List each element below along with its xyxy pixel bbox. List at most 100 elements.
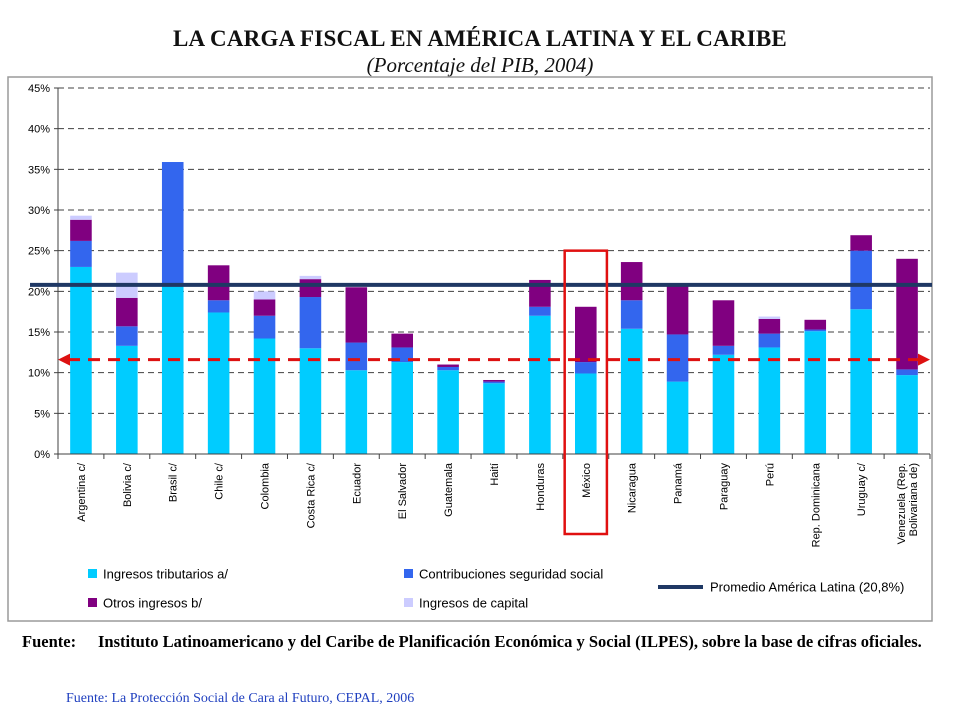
bar-segment <box>70 219 92 241</box>
y-tick-label: 40% <box>28 124 50 136</box>
x-tick-label: Rep. Dominicana <box>810 462 822 547</box>
legend-swatch <box>404 569 413 578</box>
bar-segment <box>712 354 735 454</box>
legend-label: Contribuciones seguridad social <box>419 567 603 582</box>
bar-segment <box>529 315 551 454</box>
bar-segment <box>666 283 689 335</box>
y-tick-label: 15% <box>28 327 50 339</box>
bar-segment <box>804 331 827 454</box>
x-tick-label: Brasil c/ <box>168 462 180 502</box>
x-tick-label: Haití <box>489 463 501 486</box>
chart-subtitle: (Porcentaje del PIB, 2004) <box>366 53 594 77</box>
y-tick-label: 30% <box>28 205 50 217</box>
x-tick-label-line: Venezuela (Rep. <box>896 463 908 544</box>
bar-segment <box>896 375 918 454</box>
bar-segment <box>253 338 276 454</box>
bar-segment <box>116 326 138 346</box>
x-tick-label-line: Honduras <box>535 463 547 511</box>
x-tick-label: Honduras <box>535 463 547 511</box>
x-tick-label-line: Bolivia c/ <box>122 462 134 507</box>
bar-segment <box>207 300 230 313</box>
bar-segment <box>575 373 597 454</box>
bar-segment <box>758 333 781 348</box>
x-tick-label-line: Ecuador <box>351 463 363 504</box>
bar-segment <box>207 265 230 301</box>
legend-label: Otros ingresos b/ <box>103 596 202 611</box>
x-tick-label: Perú <box>764 463 776 486</box>
bar-segment <box>804 319 827 330</box>
bar-segment <box>666 381 689 454</box>
x-tick-label-line: Costa Rica c/ <box>305 462 317 528</box>
bar-segment <box>804 329 827 332</box>
bar-segment <box>161 283 184 454</box>
bar-segment <box>345 370 368 454</box>
x-tick-label-line: Guatemala <box>443 462 455 517</box>
y-tick-label: 20% <box>28 286 50 298</box>
bar-segment <box>437 370 459 454</box>
y-tick-label: 5% <box>34 408 50 420</box>
bar-segment <box>299 279 322 298</box>
y-tick-label: 35% <box>28 164 50 176</box>
x-tick-label-line: Paraguay <box>718 463 730 511</box>
x-tick-label-line: Uruguay c/ <box>856 462 868 516</box>
x-tick-label-line: Perú <box>764 463 776 486</box>
x-tick-label: Panamá <box>673 462 685 504</box>
bar-segment <box>483 379 505 382</box>
bar-segment <box>207 312 230 454</box>
stacked-bar-chart: 0% 5% 10% 15% 20% 25% 30% 35% 40% 45% Argentina c/… <box>7 76 933 622</box>
left-arrowhead <box>58 353 70 366</box>
bar-segment <box>70 240 92 267</box>
legend-swatch <box>404 598 413 607</box>
y-tick-label: 45% <box>28 83 50 95</box>
bar-segment <box>345 342 368 371</box>
x-tick-label: México <box>581 463 593 498</box>
x-tick-label: Chile c/ <box>214 462 226 500</box>
bar-segment <box>620 300 643 329</box>
bar-segment <box>758 318 781 334</box>
y-tick-label: 0% <box>34 449 50 461</box>
x-tick-label: Venezuela (Rep. Bolivariana de) <box>896 463 920 544</box>
bar-segment <box>437 364 459 367</box>
x-tick-label: El Salvador <box>397 463 409 520</box>
bar-segment <box>712 300 735 346</box>
x-tick-label-line: Bolivariana de) <box>908 463 920 536</box>
bar-segment <box>253 315 276 339</box>
bar-segment <box>850 250 872 310</box>
legend-swatch <box>88 598 97 607</box>
x-tick-label-line: Chile c/ <box>214 462 226 500</box>
bar-segment <box>575 306 597 363</box>
x-tick-label-line: Panamá <box>673 462 685 504</box>
bar-segment <box>620 262 643 301</box>
bar-segment <box>70 266 92 454</box>
bar-segment <box>896 258 918 370</box>
x-tick-label: Bolivia c/ <box>122 462 134 507</box>
x-tick-label-line: Haití <box>489 463 501 486</box>
x-tick-label-line: El Salvador <box>397 463 409 520</box>
y-tick-label: 25% <box>28 246 50 258</box>
bar-segment <box>850 235 872 251</box>
bar-segment <box>575 362 597 374</box>
bar-segment <box>253 299 276 316</box>
bar-segment <box>483 381 505 384</box>
x-tick-label-line: México <box>581 463 593 498</box>
x-tick-label-line: Brasil c/ <box>168 462 180 502</box>
bar-segment <box>299 297 322 349</box>
x-tick-label: Costa Rica c/ <box>305 462 317 528</box>
bar-segment <box>253 291 276 300</box>
x-tick-label: Ecuador <box>351 463 363 504</box>
x-tick-label-line: Argentina c/ <box>76 462 88 522</box>
bar-segment <box>299 275 322 280</box>
x-tick-label: Argentina c/ <box>76 462 88 522</box>
bar-segment <box>299 348 322 454</box>
x-tick-label: Nicaragua <box>627 462 639 513</box>
x-tick-label: Paraguay <box>718 463 730 511</box>
source-label: Fuente: <box>22 632 77 651</box>
bar-segment <box>437 366 459 371</box>
bar-segment <box>116 345 138 454</box>
bar-segment <box>116 297 138 327</box>
footnote: Fuente: La Protección Social de Cara al … <box>66 691 415 706</box>
x-tick-label-line: Nicaragua <box>627 462 639 513</box>
bar-segment <box>712 345 735 355</box>
chart-frame <box>7 76 933 622</box>
bar-segment <box>391 362 413 454</box>
